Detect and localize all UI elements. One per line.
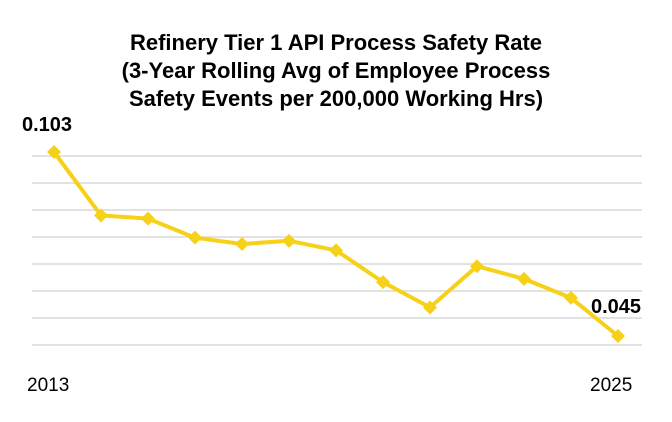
data-point-marker: [141, 211, 155, 226]
data-point-marker: [470, 259, 484, 274]
data-point-marker: [329, 243, 343, 258]
x-tick-label-start: 2013: [27, 375, 69, 396]
data-point-marker: [282, 233, 296, 248]
chart-title: Refinery Tier 1 API Process Safety Rate …: [122, 30, 551, 111]
data-point-marker: [376, 275, 390, 290]
data-point-marker: [423, 300, 437, 315]
chart-title-line-2: (3-Year Rolling Avg of Employee Process: [122, 58, 551, 83]
data-point-marker: [611, 329, 625, 343]
data-point-marker: [517, 271, 531, 286]
data-point-marker: [235, 237, 249, 251]
gridlines: [32, 155, 642, 346]
data-label-last: 0.045: [591, 296, 641, 318]
x-axis-ticks: 2013 2025: [27, 375, 632, 396]
data-point-marker: [564, 290, 578, 305]
x-tick-label-end: 2025: [590, 375, 632, 396]
data-point-marker: [94, 208, 108, 223]
data-labels: 0.103 0.045: [22, 114, 641, 318]
data-point-marker: [188, 230, 202, 245]
data-label-first: 0.103: [22, 114, 72, 136]
data-point-marker: [47, 145, 61, 159]
data-series: [47, 145, 625, 343]
chart-title-line-3: Safety Events per 200,000 Working Hrs): [129, 86, 543, 111]
chart-title-line-1: Refinery Tier 1 API Process Safety Rate: [130, 30, 542, 55]
